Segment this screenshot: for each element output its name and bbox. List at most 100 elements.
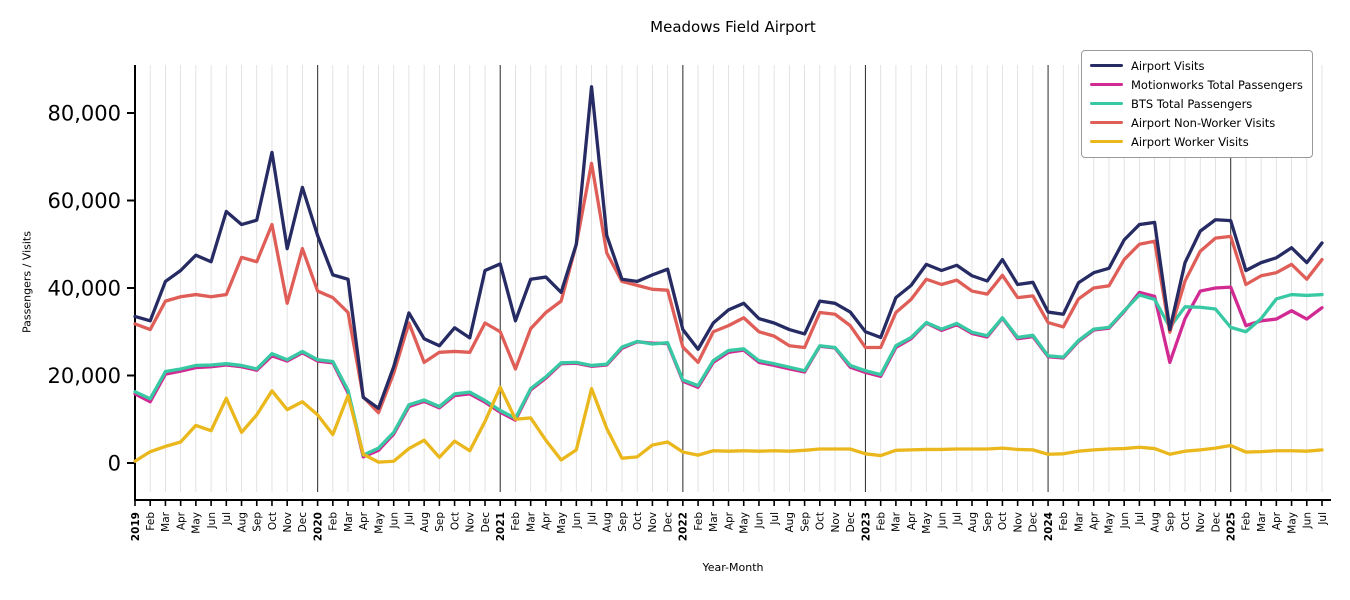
x-tick-label: Apr xyxy=(906,511,918,530)
x-tick-label: 2021 xyxy=(495,512,507,541)
x-tick-label: May xyxy=(191,512,203,534)
series-line-airport-worker-visits xyxy=(133,385,1324,464)
x-tick-label: Oct xyxy=(449,512,461,530)
x-tick-label: Sep xyxy=(617,512,629,532)
x-tick-label: Nov xyxy=(282,512,294,533)
x-tick-label: Dec xyxy=(845,512,857,533)
y-tick-label: 40,000 xyxy=(48,277,121,301)
legend-item: Airport Visits xyxy=(1090,56,1304,75)
x-tick-label: Sep xyxy=(1165,512,1177,532)
legend-item: Airport Non-Worker Visits xyxy=(1090,113,1304,132)
x-tick-label: Apr xyxy=(541,511,553,530)
x-tick-label: Apr xyxy=(1089,511,1101,530)
x-tick-label: Dec xyxy=(1028,512,1040,533)
y-tick-label: 0 xyxy=(108,452,121,476)
x-tick-label: Jul xyxy=(221,512,233,526)
x-tick-label: Jun xyxy=(936,512,948,529)
y-tick-label: 20,000 xyxy=(48,364,121,388)
x-axis-title: Year-Month xyxy=(702,561,764,574)
x-tick-label: 2019 xyxy=(130,512,142,541)
x-tick-label: Jul xyxy=(1317,512,1329,526)
legend-label: BTS Total Passengers xyxy=(1131,96,1253,111)
legend-label: Airport Visits xyxy=(1131,58,1205,73)
x-tick-label: 2022 xyxy=(678,512,690,541)
x-tick-label: Mar xyxy=(1256,511,1268,531)
x-tick-label: Sep xyxy=(434,512,446,532)
x-tick-label: Oct xyxy=(1180,512,1192,530)
x-tick-label: Dec xyxy=(1210,512,1222,533)
x-tick-label: Jun xyxy=(1119,512,1131,529)
x-tick-label: 2020 xyxy=(312,512,324,541)
series-line-airport-non-worker-visits xyxy=(133,161,1324,415)
x-tick-label: 2023 xyxy=(860,512,872,541)
x-tick-label: Dec xyxy=(662,512,674,533)
legend-item: Motionworks Total Passengers xyxy=(1090,75,1304,94)
x-tick-label: Jul xyxy=(952,512,964,526)
x-tick-label: Nov xyxy=(647,512,659,533)
x-tick-label: Nov xyxy=(465,512,477,533)
legend-swatch-bts-total-passengers xyxy=(1090,101,1123,106)
x-tick-label: 2025 xyxy=(1225,512,1237,541)
x-tick-label: Mar xyxy=(1073,511,1085,531)
legend-item: BTS Total Passengers xyxy=(1090,94,1304,113)
x-tick-label: Feb xyxy=(328,512,340,531)
x-tick-label: Nov xyxy=(1012,512,1024,533)
x-tick-label: Apr xyxy=(358,511,370,530)
x-tick-label: Oct xyxy=(267,512,279,530)
x-tick-label: Aug xyxy=(784,512,796,533)
x-tick-label: Jul xyxy=(586,512,598,526)
x-tick-label: May xyxy=(1104,512,1116,534)
x-tick-label: Mar xyxy=(343,511,355,531)
legend-item: Airport Worker Visits xyxy=(1090,132,1304,151)
legend: Airport Visits Motionworks Total Passenge… xyxy=(1081,50,1313,158)
x-tick-label: Oct xyxy=(632,512,644,530)
x-tick-label: Apr xyxy=(175,511,187,530)
x-tick-label: Feb xyxy=(1241,512,1253,531)
legend-swatch-motionworks-total-passengers xyxy=(1090,82,1123,87)
x-tick-label: Jul xyxy=(1134,512,1146,526)
x-tick-label: Jun xyxy=(1302,512,1314,529)
x-tick-label: Mar xyxy=(160,511,172,531)
x-tick-label: Feb xyxy=(1058,512,1070,531)
legend-label: Motionworks Total Passengers xyxy=(1131,77,1303,92)
x-tick-label: Mar xyxy=(891,511,903,531)
x-tick-label: Nov xyxy=(830,512,842,533)
x-tick-label: Aug xyxy=(1149,512,1161,533)
x-tick-label: Feb xyxy=(693,512,705,531)
legend-swatch-airport-visits xyxy=(1090,63,1123,68)
x-tick-label: Aug xyxy=(236,512,248,533)
y-tick-label: 80,000 xyxy=(48,102,121,126)
x-tick-label: Oct xyxy=(997,512,1009,530)
x-tick-label: Sep xyxy=(252,512,264,532)
chart-title: Meadows Field Airport xyxy=(650,18,816,36)
x-tick-label: Sep xyxy=(799,512,811,532)
x-tick-label: Aug xyxy=(967,512,979,533)
x-tick-label: Aug xyxy=(602,512,614,533)
x-tick-label: Feb xyxy=(510,512,522,531)
x-tick-label: May xyxy=(373,512,385,534)
series-line-bts-total-passengers xyxy=(133,292,1324,457)
series-line-airport-visits xyxy=(133,85,1324,410)
x-tick-label: Sep xyxy=(982,512,994,532)
legend-label: Airport Non-Worker Visits xyxy=(1131,115,1276,130)
x-tick-label: Apr xyxy=(1271,511,1283,530)
x-tick-label: Jul xyxy=(769,512,781,526)
x-tick-label: Apr xyxy=(723,511,735,530)
x-tick-label: Dec xyxy=(480,512,492,533)
x-tick-label: Jul xyxy=(404,512,416,526)
legend-label: Airport Worker Visits xyxy=(1131,134,1249,149)
x-tick-label: May xyxy=(556,512,568,534)
x-tick-label: Mar xyxy=(708,511,720,531)
x-tick-label: 2024 xyxy=(1043,512,1055,541)
y-axis-title: Passengers / Visits xyxy=(20,231,34,333)
legend-swatch-airport-worker-visits xyxy=(1090,139,1123,144)
x-tick-label: May xyxy=(921,512,933,534)
x-tick-label: Jun xyxy=(754,512,766,529)
x-tick-label: Aug xyxy=(419,512,431,533)
x-tick-label: Mar xyxy=(525,511,537,531)
x-tick-label: Oct xyxy=(815,512,827,530)
x-tick-label: May xyxy=(739,512,751,534)
x-tick-label: Nov xyxy=(1195,512,1207,533)
